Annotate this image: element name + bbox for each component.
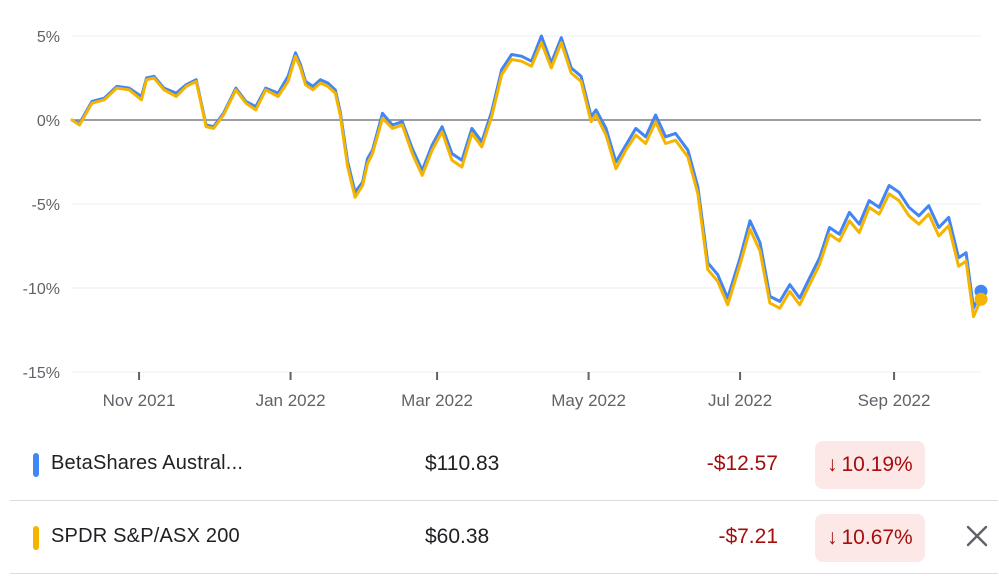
arrow-down-icon: ↓ <box>827 526 838 549</box>
x-tick-label: May 2022 <box>551 391 626 410</box>
percent-change-value: 10.67% <box>841 526 913 549</box>
series-line-betashares <box>70 34 983 310</box>
y-tick-label: 5% <box>37 29 60 46</box>
legend-row-spdr[interactable]: SPDR S&P/ASX 200 $60.38 -$7.21 ↓ 10.67% <box>10 501 998 574</box>
series-name[interactable]: SPDR S&P/ASX 200 <box>51 525 240 547</box>
y-tick-label: -15% <box>23 365 60 382</box>
series-change: -$7.21 <box>718 525 778 548</box>
series-change: -$12.57 <box>706 452 778 475</box>
arrow-down-icon: ↓ <box>827 453 838 476</box>
series-lines <box>70 34 983 319</box>
x-tick-label: Sep 2022 <box>858 391 931 410</box>
series-price: $110.83 <box>425 452 500 475</box>
x-tick-label: Mar 2022 <box>401 391 473 410</box>
percent-change-badge: ↓ 10.67% <box>815 514 925 562</box>
comparison-line-chart: 5% 0% -5% -10% -15% Nov 2021 Jan 2022 Mar 2022… <box>23 29 988 410</box>
series-line-spdr <box>70 41 983 319</box>
series-endpoint-spdr <box>974 292 988 306</box>
series-name[interactable]: BetaShares Austral... <box>51 452 244 474</box>
percent-change-badge: ↓ 10.19% <box>815 441 925 489</box>
close-icon[interactable] <box>962 521 992 551</box>
legend-row-betashares[interactable]: BetaShares Austral... $110.83 -$12.57 ↓ … <box>10 428 998 501</box>
percent-change-value: 10.19% <box>841 453 913 476</box>
series-price: $60.38 <box>425 525 490 548</box>
y-tick-label: -5% <box>32 197 60 214</box>
chart-grid <box>72 35 981 373</box>
series-endpoints <box>974 284 988 306</box>
x-tick-label: Nov 2021 <box>103 391 176 410</box>
series-color-swatch <box>33 526 39 550</box>
x-axis-ticks: Nov 2021 Jan 2022 Mar 2022 May 2022 Jul 2022… <box>103 372 931 410</box>
y-axis-ticks: 5% 0% -5% -10% -15% <box>23 29 60 382</box>
x-tick-label: Jul 2022 <box>708 391 772 410</box>
series-color-swatch <box>33 453 39 477</box>
y-tick-label: 0% <box>37 113 60 130</box>
y-tick-label: -10% <box>23 281 60 298</box>
x-tick-label: Jan 2022 <box>256 391 326 410</box>
